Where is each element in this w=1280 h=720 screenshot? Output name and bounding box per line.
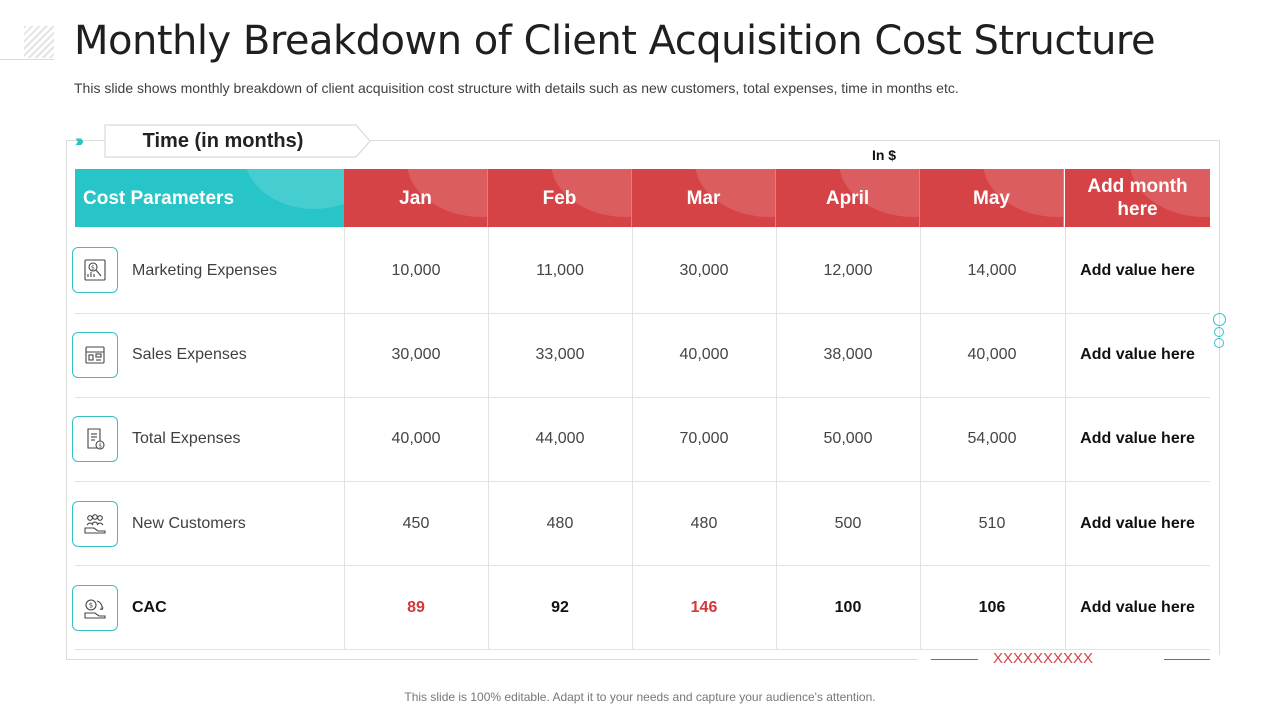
table-frame: [66, 140, 1220, 660]
table-cell: 92: [551, 599, 569, 616]
table-cell: 12,000: [823, 262, 873, 279]
header-month-label: April: [825, 187, 870, 209]
row-label: New Customers: [132, 515, 246, 532]
table-cell: 450: [402, 515, 430, 532]
table-cell: 54,000: [967, 430, 1017, 447]
header-cost-parameters-label: Cost Parameters: [83, 187, 235, 209]
table-cell: 510: [978, 515, 1006, 532]
marketing-icon: $: [72, 247, 118, 293]
table-cell: 14,000: [967, 262, 1017, 279]
add-value-cell: Add value here: [1080, 599, 1195, 616]
column-divider: [776, 227, 777, 650]
footer-note: This slide is 100% editable. Adapt it to…: [404, 690, 876, 704]
table-cell: 40,000: [967, 346, 1017, 363]
table-cell: 40,000: [679, 346, 729, 363]
row-label: Sales Expenses: [132, 346, 247, 363]
column-divider: [920, 227, 921, 650]
table-cell: 30,000: [391, 346, 441, 363]
decor-line: [1164, 659, 1210, 660]
table-cell: 70,000: [679, 430, 729, 447]
header-month: April: [776, 169, 920, 227]
add-value-cell: Add value here: [1080, 515, 1195, 532]
header-month-label: Jan: [399, 187, 432, 209]
row-label: CAC: [132, 599, 167, 616]
header-month-label: Feb: [542, 187, 577, 209]
page-title: Monthly Breakdown of Client Acquisition …: [74, 18, 1156, 64]
sales-icon: [72, 332, 118, 378]
column-divider: [1065, 227, 1066, 650]
table-cell: 480: [546, 515, 574, 532]
add-value-cell: Add value here: [1080, 346, 1195, 363]
add-value-cell: Add value here: [1080, 430, 1195, 447]
svg-text:$: $: [91, 265, 95, 272]
circles-decoration: [1213, 313, 1228, 349]
cost-icon: $: [72, 585, 118, 631]
corner-divider: [0, 59, 54, 60]
row-divider: [75, 313, 1210, 314]
table-cell: 106: [978, 599, 1006, 616]
header-add-month: Add month here: [1065, 169, 1210, 227]
table-cell: 500: [834, 515, 862, 532]
header-add-month-line1: Add month: [1087, 176, 1188, 197]
row-divider: [75, 565, 1210, 566]
decor-line: [931, 659, 978, 660]
table-cell: 50,000: [823, 430, 873, 447]
header-month: Feb: [488, 169, 632, 227]
row-divider: [75, 481, 1210, 482]
table-cell: 38,000: [823, 346, 873, 363]
row-label: Total Expenses: [132, 430, 241, 447]
table-cell: 10,000: [391, 262, 441, 279]
time-tab-label: Time (in months): [142, 130, 304, 152]
row-divider: [75, 397, 1210, 398]
row-label: Marketing Expenses: [132, 262, 277, 279]
header-month-label: Mar: [686, 187, 721, 209]
x-marks-decoration: XXXXXXXXXX: [993, 650, 1094, 667]
header-month: Jan: [344, 169, 488, 227]
table-cell: 480: [690, 515, 718, 532]
header-month-label: May: [973, 187, 1010, 209]
customers-icon: [72, 501, 118, 547]
time-tab: Time (in months): [104, 124, 372, 158]
row-divider: [75, 649, 1210, 650]
column-divider: [632, 227, 633, 650]
table-cell: 11,000: [536, 262, 584, 279]
header-month: May: [920, 169, 1064, 227]
unit-label: In $: [871, 147, 897, 163]
column-divider: [488, 227, 489, 650]
table-cell: 146: [690, 599, 718, 616]
header-cost-parameters: Cost Parameters: [75, 169, 344, 227]
invoice-icon: $: [72, 416, 118, 462]
corner-decoration: [24, 26, 54, 58]
header-month: Mar: [632, 169, 776, 227]
table-cell: 100: [834, 599, 862, 616]
svg-text:$: $: [89, 602, 93, 610]
svg-text:$: $: [98, 442, 102, 449]
page-subtitle: This slide shows monthly breakdown of cl…: [74, 80, 959, 96]
table-cell: 40,000: [391, 430, 441, 447]
table-cell: 30,000: [679, 262, 729, 279]
table-cell: 44,000: [535, 430, 585, 447]
table-cell: 89: [407, 599, 425, 616]
column-divider: [344, 227, 345, 650]
header-add-month-line2: here: [1117, 199, 1158, 220]
chevrons-icon: ›››: [75, 131, 84, 150]
table-cell: 33,000: [535, 346, 585, 363]
add-value-cell: Add value here: [1080, 262, 1195, 279]
